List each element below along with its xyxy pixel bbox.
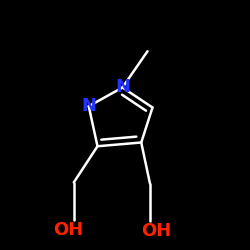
Text: OH: OH (54, 221, 84, 239)
Text: N: N (81, 97, 96, 115)
Text: OH: OH (141, 222, 172, 240)
Text: N: N (115, 78, 130, 96)
